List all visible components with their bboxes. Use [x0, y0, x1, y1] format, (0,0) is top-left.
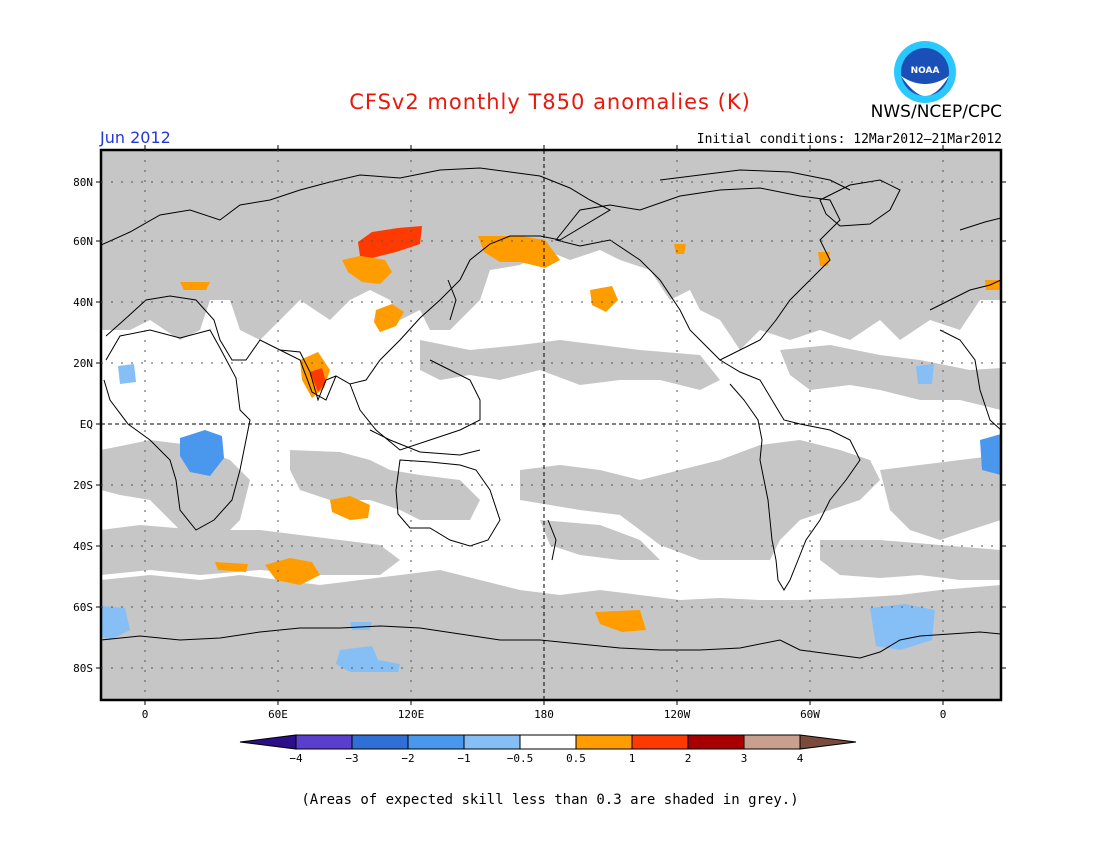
colorbar-label: −4	[289, 752, 303, 765]
graticule	[101, 150, 1001, 700]
initial-conditions: Initial conditions: 12Mar2012–21Mar2012	[696, 132, 1002, 147]
chart-title: CFSv2 monthly T850 anomalies (K)	[349, 90, 751, 114]
noaa-logo: NOAA	[894, 41, 956, 103]
colorbar-label: −2	[401, 752, 414, 765]
colorbar-label: −3	[345, 752, 358, 765]
map-frame	[99, 148, 1003, 702]
lat-label: 40N	[73, 296, 93, 309]
colorbar-segment	[295, 734, 353, 750]
colorbar-segment	[687, 734, 745, 750]
lon-label: 0	[940, 708, 947, 721]
lat-label: 60S	[73, 601, 93, 614]
lat-label: 80N	[73, 176, 93, 189]
lon-label: 180	[534, 708, 554, 721]
colorbar-arrow-low	[239, 734, 297, 750]
longitude-labels: 0 60E 120E 180 120W 60W 0	[142, 708, 947, 721]
colorbar-label: 0.5	[566, 752, 586, 765]
lon-label: 60E	[268, 708, 288, 721]
colorbar-arrow-high	[799, 734, 857, 750]
colorbar-segment	[631, 734, 689, 750]
lat-label: 40S	[73, 540, 93, 553]
colorbar-segment	[407, 734, 465, 750]
lat-label: 80S	[73, 662, 93, 675]
colorbar-label: 4	[797, 752, 804, 765]
colorbar-label: 2	[685, 752, 692, 765]
lat-label: 60N	[73, 235, 93, 248]
latitude-labels: 80N 60N 40N 20N EQ 20S 40S 60S 80S	[73, 176, 93, 675]
lon-label: 120E	[398, 708, 425, 721]
coastlines	[101, 167, 1001, 659]
colorbar-label: −1	[457, 752, 470, 765]
axis-ticks	[96, 145, 1006, 705]
colorbar-segment	[519, 734, 577, 750]
colorbar-segment	[351, 734, 409, 750]
svg-text:NOAA: NOAA	[911, 66, 940, 76]
colorbar-segment	[463, 734, 521, 750]
colorbar-label: 1	[629, 752, 636, 765]
lon-label: 120W	[664, 708, 691, 721]
lon-label: 0	[142, 708, 149, 721]
colorbar: −4 −3 −2 −1 −0.5 0.5 1 2 3 4	[239, 734, 857, 765]
forecast-month: Jun 2012	[100, 128, 171, 147]
skill-footnote: (Areas of expected skill less than 0.3 a…	[301, 792, 799, 808]
skill-mask-grey	[101, 150, 1001, 700]
lat-label: 20N	[73, 357, 93, 370]
agency-label: NWS/NCEP/CPC	[870, 102, 1002, 122]
colorbar-segment	[743, 734, 801, 750]
colorbar-label: −0.5	[507, 752, 534, 765]
lat-label: 20S	[73, 479, 93, 492]
lat-label: EQ	[80, 418, 93, 431]
colorbar-segment	[575, 734, 633, 750]
colorbar-label: 3	[741, 752, 748, 765]
lon-label: 60W	[800, 708, 820, 721]
